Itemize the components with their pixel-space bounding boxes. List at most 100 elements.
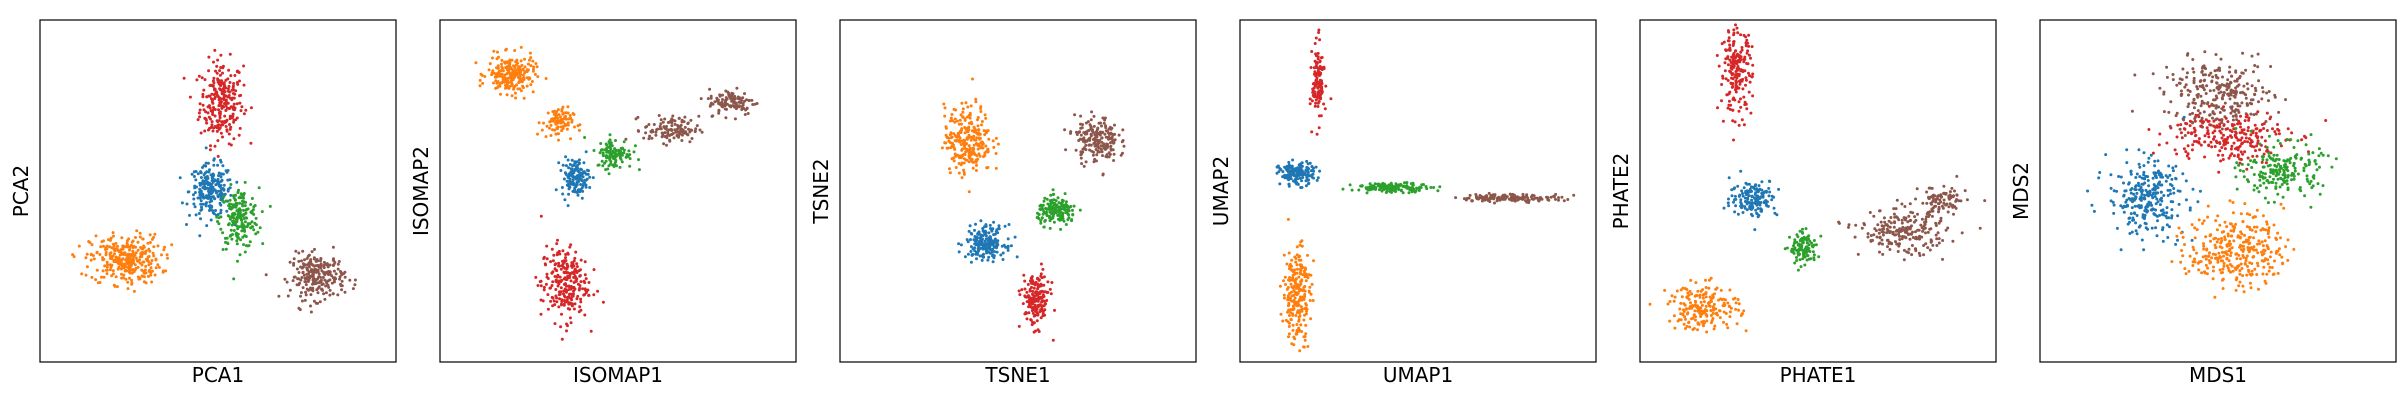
data-point <box>717 101 721 105</box>
data-point <box>230 237 234 241</box>
data-point <box>555 242 559 246</box>
data-point <box>220 100 223 104</box>
data-point <box>551 259 555 263</box>
data-point <box>569 243 573 247</box>
data-point <box>1064 203 1068 206</box>
data-point <box>539 279 543 283</box>
data-point <box>1291 323 1295 327</box>
data-point <box>211 172 215 176</box>
data-point <box>984 144 988 148</box>
data-point <box>1317 31 1321 34</box>
data-point <box>558 275 562 279</box>
data-point <box>972 238 976 242</box>
data-point <box>1944 203 1948 207</box>
data-point <box>1314 165 1318 169</box>
data-point <box>627 149 631 153</box>
data-point <box>1304 323 1308 327</box>
data-point <box>1091 128 1094 132</box>
data-point <box>221 123 225 127</box>
series-red <box>1308 28 1333 136</box>
data-point <box>492 81 495 85</box>
data-point <box>958 139 962 142</box>
data-point <box>1056 214 1060 217</box>
data-point <box>204 161 208 165</box>
data-point <box>561 249 565 253</box>
data-point <box>326 264 330 267</box>
data-point <box>1318 59 1322 63</box>
data-point <box>577 288 581 292</box>
data-point <box>550 295 554 299</box>
data-point <box>981 141 985 144</box>
series-blue <box>554 150 595 208</box>
data-point <box>975 257 978 261</box>
y-axis-label: ISOMAP2 <box>409 146 433 236</box>
data-point <box>277 294 281 298</box>
data-point <box>1318 169 1322 173</box>
data-point <box>514 96 518 100</box>
data-point <box>1767 186 1771 190</box>
data-point <box>213 97 217 101</box>
data-point <box>232 216 236 220</box>
data-point <box>679 127 683 131</box>
data-point <box>232 277 236 281</box>
data-point <box>954 134 958 138</box>
data-point <box>732 96 736 100</box>
data-point <box>260 210 264 214</box>
data-point <box>1803 263 1807 267</box>
data-point <box>219 211 223 215</box>
data-point <box>108 268 112 272</box>
data-point <box>552 118 556 122</box>
data-point <box>1770 194 1774 198</box>
data-point <box>141 237 145 241</box>
data-point <box>728 95 732 99</box>
data-point <box>1311 299 1315 302</box>
data-point <box>1922 253 1926 257</box>
data-point <box>1317 126 1321 130</box>
data-point <box>71 253 75 257</box>
data-point <box>1801 231 1805 235</box>
data-point <box>973 249 977 253</box>
data-point <box>208 209 211 212</box>
data-point <box>1101 173 1105 177</box>
data-point <box>1048 210 1052 214</box>
data-point <box>1394 182 1398 186</box>
data-point <box>226 77 230 81</box>
data-point <box>1739 169 1743 173</box>
data-point <box>182 76 186 80</box>
data-point <box>132 261 136 265</box>
data-point <box>1795 248 1799 252</box>
data-point <box>236 191 240 194</box>
data-point <box>957 242 961 246</box>
data-point <box>1287 251 1291 255</box>
data-point <box>1812 253 1816 257</box>
data-point <box>675 133 679 137</box>
data-point <box>1366 186 1370 190</box>
axes-frame <box>839 19 1197 363</box>
data-point <box>1287 308 1291 312</box>
data-point <box>1040 304 1043 308</box>
data-point <box>1308 285 1312 289</box>
data-point <box>220 90 224 94</box>
data-point <box>1572 193 1576 197</box>
data-point <box>1304 332 1308 336</box>
data-point <box>1767 194 1771 198</box>
data-point <box>628 157 632 161</box>
data-point <box>542 285 546 289</box>
data-point <box>500 72 504 76</box>
data-point <box>218 73 222 77</box>
data-point <box>138 235 142 239</box>
data-point <box>210 204 213 208</box>
data-point <box>152 245 156 249</box>
data-point <box>150 237 154 241</box>
data-point <box>1070 218 1074 222</box>
data-point <box>1726 201 1730 205</box>
data-point <box>1422 183 1425 186</box>
data-point <box>222 183 226 187</box>
data-point <box>1309 273 1313 277</box>
data-point <box>575 180 579 184</box>
data-point <box>510 94 514 98</box>
data-point <box>332 278 336 282</box>
data-point <box>1055 203 1059 207</box>
data-point <box>1757 184 1761 188</box>
